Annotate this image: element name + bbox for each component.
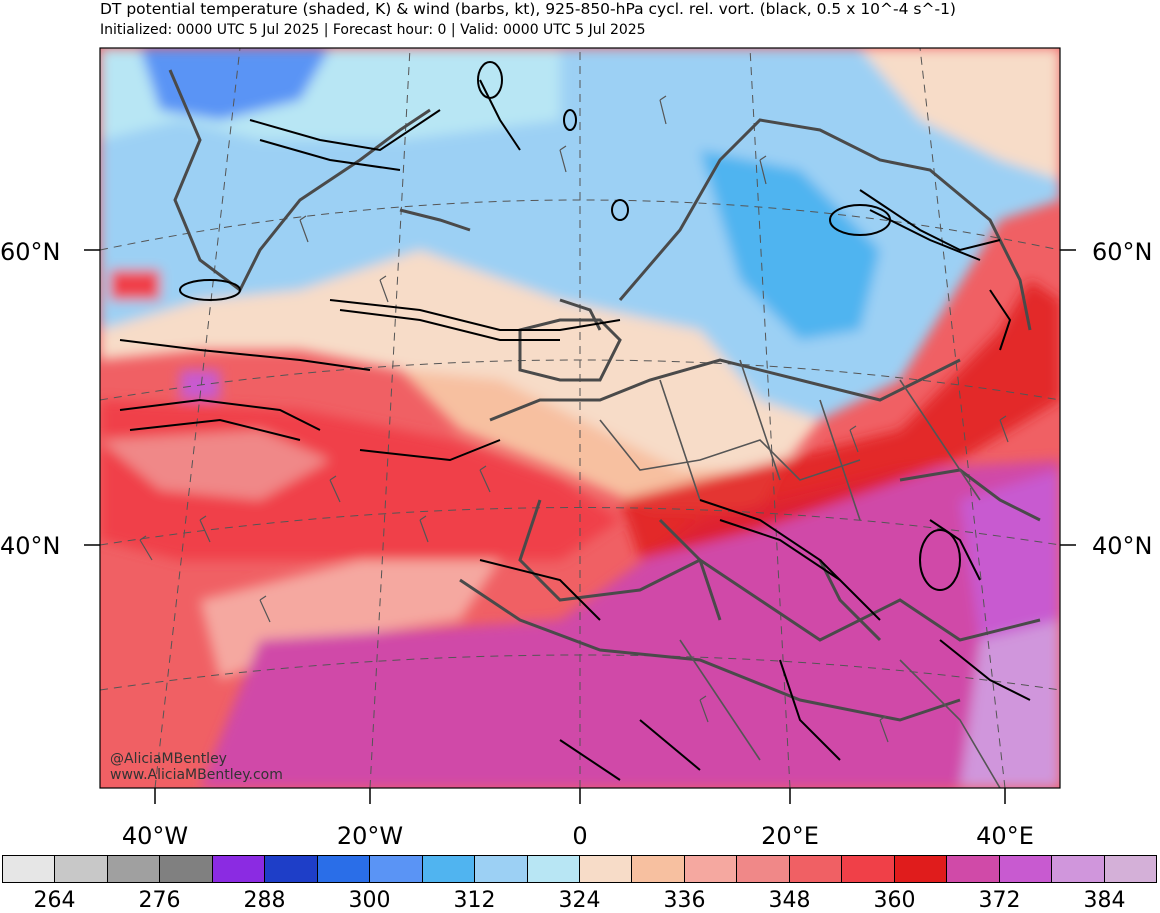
lon-label-20e: 20°E [761, 822, 819, 850]
colorbar-swatch [842, 856, 895, 882]
colorbar-tick-label: 372 [978, 888, 1021, 913]
colorbar-swatch [55, 856, 108, 882]
colorbar-swatch [789, 856, 843, 882]
lat-label-40n-right: 40°N [1092, 532, 1153, 560]
colorbar-swatch [999, 856, 1053, 882]
colorbar-swatch [1104, 856, 1156, 882]
colorbar-tick-label: 288 [243, 888, 286, 913]
colorbar-swatch [684, 856, 738, 882]
colorbar-swatch [632, 856, 685, 882]
credit-site: www.AliciaMBentley.com [110, 767, 283, 783]
colorbar-tick-label: 300 [348, 888, 391, 913]
colorbar-swatch [265, 856, 318, 882]
colorbar-swatch [370, 856, 423, 882]
colorbar-tick-label: 276 [138, 888, 181, 913]
lon-label-20w: 20°W [336, 822, 404, 850]
colorbar-tick-label: 348 [768, 888, 811, 913]
lon-label-40w: 40°W [121, 822, 189, 850]
lon-label-40e: 40°E [976, 822, 1034, 850]
colorbar-swatch [475, 856, 528, 882]
map-title: DT potential temperature (shaded, K) & w… [100, 0, 956, 18]
map-canvas [100, 48, 1060, 788]
colorbar-swatch [947, 856, 1000, 882]
colorbar-tick-label: 324 [558, 888, 601, 913]
lat-label-60n-left: 60°N [0, 238, 61, 266]
lat-label-60n-right: 60°N [1092, 238, 1153, 266]
colorbar-swatch [107, 856, 161, 882]
colorbar-tick-label: 264 [33, 888, 76, 913]
map-subtitle: Initialized: 0000 UTC 5 Jul 2025 | Forec… [100, 22, 646, 38]
colorbar-tick-label: 312 [453, 888, 496, 913]
colorbar-tick-label: 360 [873, 888, 916, 913]
colorbar-swatch [212, 856, 266, 882]
colorbar-swatch [160, 856, 213, 882]
colorbar-swatch [1052, 856, 1105, 882]
colorbar-swatch [737, 856, 790, 882]
colorbar-swatch [527, 856, 580, 882]
colorbar-swatch [894, 856, 948, 882]
colorbar-swatch [317, 856, 371, 882]
colorbar-swatch [579, 856, 633, 882]
colorbar-tick-label: 336 [663, 888, 706, 913]
colorbar [2, 855, 1157, 883]
colorbar-tick-label: 384 [1083, 888, 1126, 913]
colorbar-swatch [422, 856, 476, 882]
lon-label-0: 0 [572, 822, 588, 850]
colorbar-swatch [3, 856, 56, 882]
lat-label-40n-left: 40°N [0, 532, 61, 560]
credit-handle: @AliciaMBentley [110, 751, 227, 767]
